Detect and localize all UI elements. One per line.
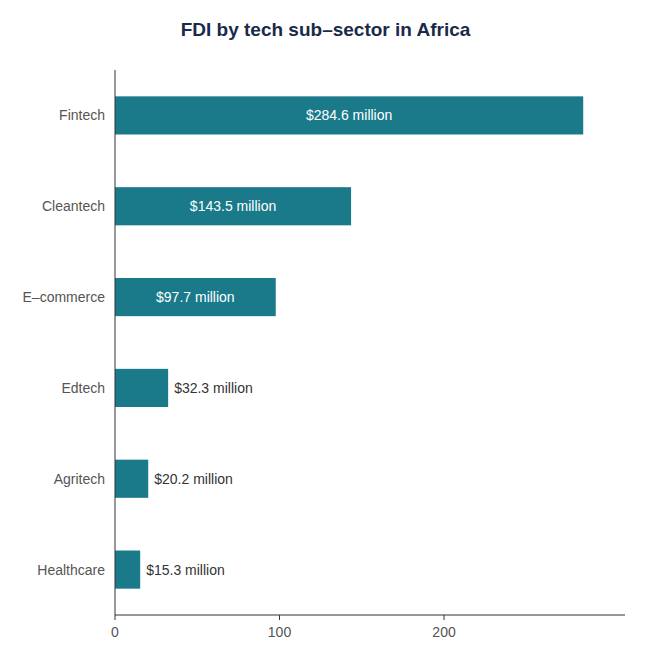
x-axis: 0 100 200 <box>111 615 625 640</box>
bar <box>115 187 351 225</box>
data-label: $32.3 million <box>174 380 253 396</box>
bars <box>115 96 583 588</box>
x-tick <box>115 615 116 620</box>
data-labels: $284.6 million $143.5 million $97.7 millio… <box>146 107 392 577</box>
data-label: $97.7 million <box>156 289 235 305</box>
chart-container: FDI by tech sub–sector in Africa $284.6 m… <box>0 0 651 666</box>
x-tick-label: 100 <box>268 624 292 640</box>
category-label: Edtech <box>61 380 105 396</box>
bar <box>115 96 583 134</box>
bar <box>115 369 168 407</box>
y-axis-line <box>115 70 116 615</box>
x-axis-line <box>115 615 625 616</box>
data-label: $284.6 million <box>306 107 392 123</box>
category-label: Healthcare <box>37 562 105 578</box>
category-label: Agritech <box>54 471 105 487</box>
background <box>0 0 651 666</box>
y-axis: Fintech Cleantech E–commerce Edtech Agritech… <box>23 70 115 615</box>
x-tick-label: 200 <box>432 624 456 640</box>
bar <box>115 460 148 498</box>
chart-svg: FDI by tech sub–sector in Africa $284.6 m… <box>0 0 651 666</box>
bar <box>115 278 276 316</box>
data-label: $143.5 million <box>190 198 276 214</box>
chart-title: FDI by tech sub–sector in Africa <box>181 19 471 40</box>
category-label: E–commerce <box>23 289 106 305</box>
x-tick <box>444 615 445 620</box>
x-tick-label: 0 <box>111 624 119 640</box>
x-tick <box>279 615 280 620</box>
data-label: $15.3 million <box>146 562 225 578</box>
data-label: $20.2 million <box>154 471 233 487</box>
bar <box>115 551 140 589</box>
category-label: Fintech <box>59 107 105 123</box>
category-label: Cleantech <box>42 198 105 214</box>
